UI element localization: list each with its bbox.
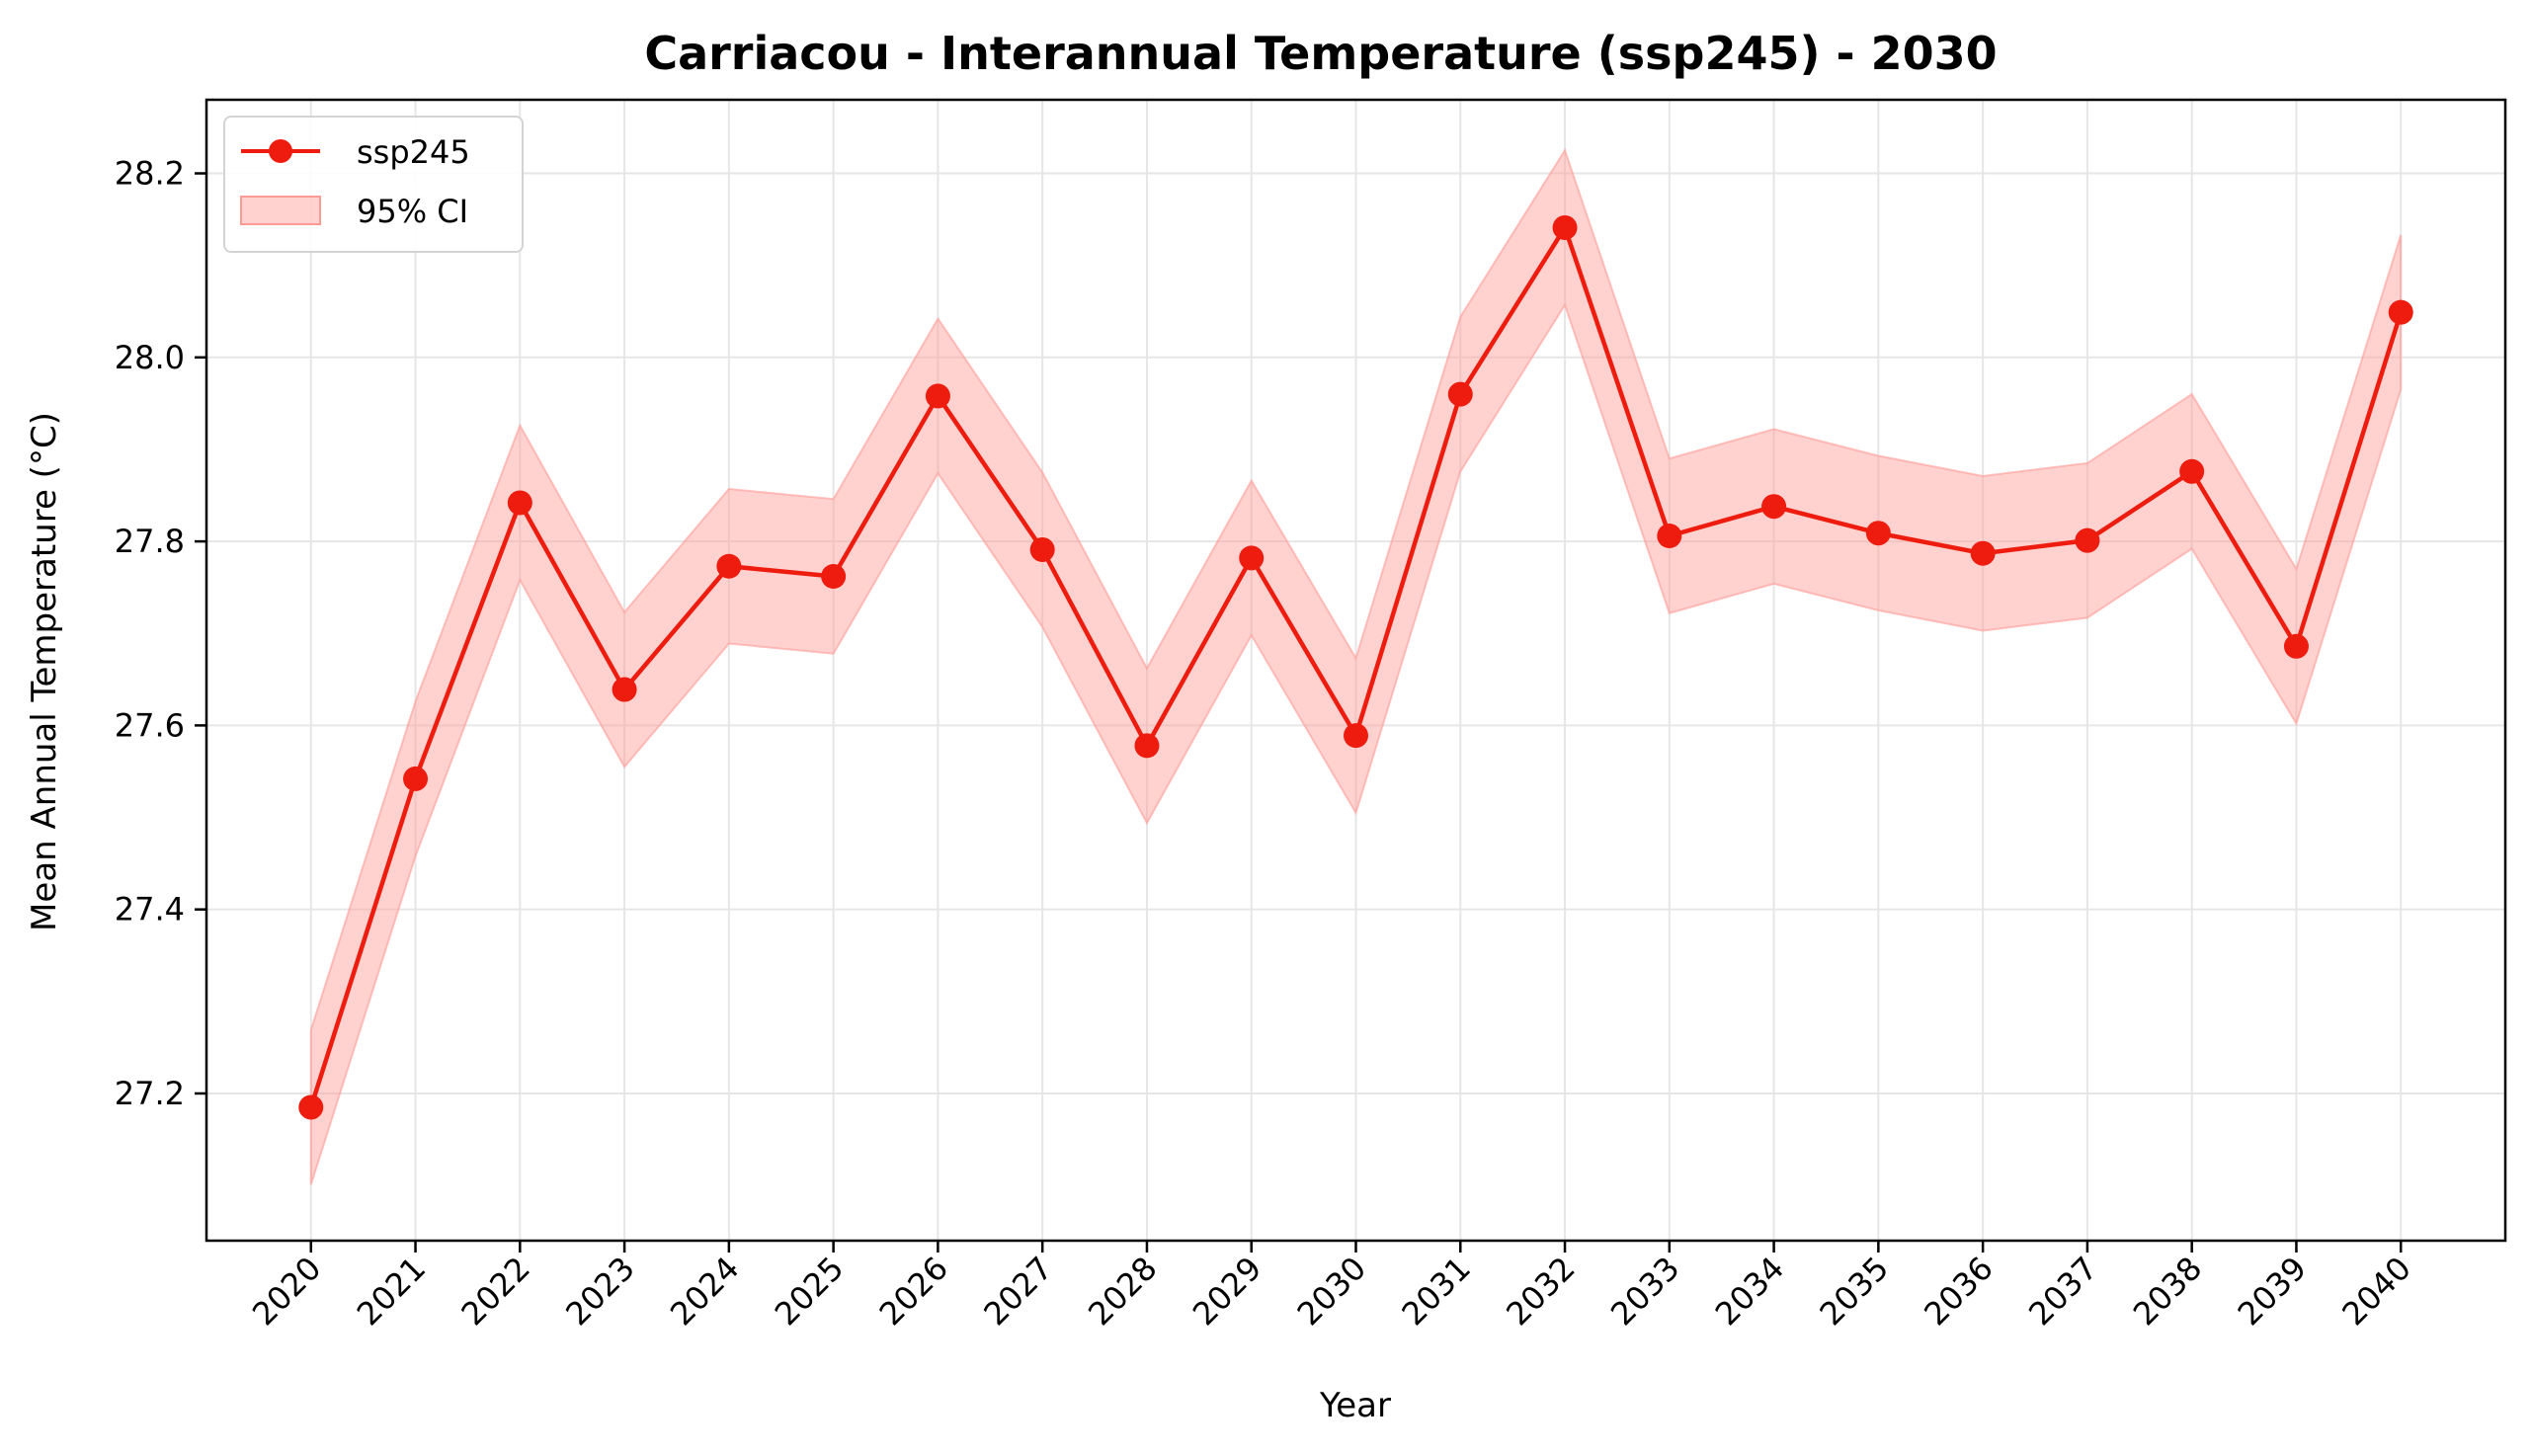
- x-tick-label: 2030: [1290, 1250, 1373, 1333]
- data-point: [2388, 299, 2413, 325]
- data-point: [2283, 633, 2309, 659]
- x-tick-label: 2038: [2126, 1250, 2209, 1333]
- x-tick-label: 2020: [245, 1250, 328, 1333]
- data-point: [507, 490, 532, 516]
- x-tick-label: 2029: [1185, 1250, 1268, 1333]
- x-tick-label: 2025: [768, 1250, 851, 1333]
- y-tick-label: 27.8: [115, 523, 185, 560]
- confidence-band: [309, 147, 2403, 1185]
- x-tick-label: 2024: [663, 1250, 746, 1333]
- y-tick-label: 27.2: [115, 1075, 185, 1112]
- x-tick-label: 2034: [1708, 1250, 1791, 1333]
- data-point: [403, 766, 429, 791]
- legend-marker-swatch: [269, 139, 292, 163]
- x-tick-label: 2039: [2231, 1250, 2314, 1333]
- data-point: [821, 563, 847, 589]
- data-point: [1552, 214, 1578, 240]
- x-tick-label: 2032: [1499, 1250, 1582, 1333]
- data-point: [1344, 723, 1368, 749]
- data-point: [2179, 458, 2205, 484]
- data-point: [1447, 381, 1473, 407]
- data-point: [1865, 521, 1891, 546]
- y-tick-label: 27.4: [115, 891, 185, 929]
- x-tick-label: 2031: [1394, 1250, 1477, 1333]
- x-tick-label: 2027: [976, 1250, 1059, 1333]
- x-tick-label: 2035: [1813, 1250, 1896, 1333]
- y-tick-label: 28.2: [115, 155, 185, 193]
- data-point: [1134, 733, 1160, 759]
- x-axis-label: Year: [1319, 1386, 1391, 1425]
- data-point: [716, 553, 742, 579]
- legend: ssp245 95% CI: [223, 116, 524, 253]
- data-point: [612, 677, 637, 702]
- x-tick-label: 2036: [1917, 1250, 2000, 1333]
- y-axis: 27.2 27.4 27.6 27.8 28.0 28.2: [115, 155, 206, 1112]
- x-tick-label: 2040: [2334, 1250, 2417, 1333]
- data-point: [298, 1094, 324, 1120]
- x-tick-label: 2028: [1081, 1250, 1164, 1333]
- legend-label-ssp245: ssp245: [357, 133, 470, 171]
- confidence-band-layer: [309, 147, 2403, 1185]
- data-point: [1761, 494, 1787, 520]
- legend-label-ci: 95% CI: [357, 193, 468, 230]
- x-axis: 2020 2021 2022 2023 2024 2025 2026 2027 2028 2029…: [245, 1241, 2418, 1333]
- legend-ci-swatch: [240, 196, 321, 225]
- data-point: [1970, 540, 1996, 566]
- x-tick-label: 2026: [872, 1250, 955, 1333]
- grid: [206, 100, 2505, 1241]
- chart-title: Carriacou - Interannual Temperature (ssp…: [644, 27, 1997, 80]
- data-point: [1029, 536, 1055, 562]
- x-tick-label: 2023: [558, 1250, 641, 1333]
- y-axis-label: Mean Annual Temperature (°C): [25, 412, 64, 931]
- x-tick-label: 2022: [454, 1250, 537, 1333]
- x-tick-label: 2037: [2021, 1250, 2104, 1333]
- x-tick-label: 2033: [1603, 1250, 1686, 1333]
- y-tick-label: 28.0: [115, 339, 185, 376]
- x-tick-label: 2021: [350, 1250, 433, 1333]
- y-tick-label: 27.6: [115, 706, 185, 744]
- data-point: [925, 383, 950, 409]
- data-point: [1657, 524, 1682, 549]
- series-layer: [298, 214, 2413, 1120]
- data-point: [1239, 545, 1265, 571]
- data-point: [2075, 527, 2100, 553]
